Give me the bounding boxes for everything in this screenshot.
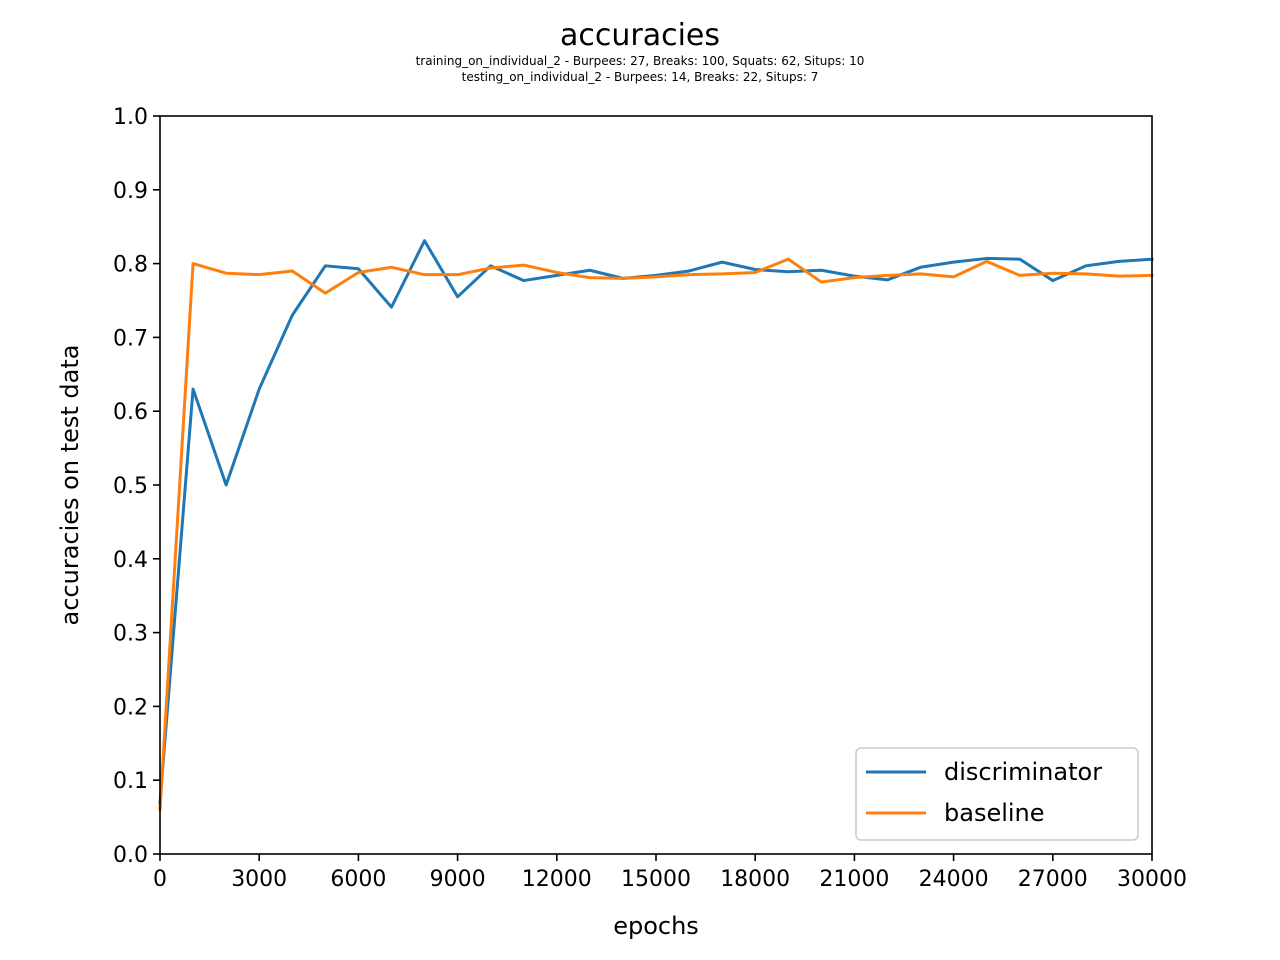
- chart-title: accuracies: [560, 18, 720, 53]
- y-tick-label: 1.0: [113, 105, 148, 130]
- y-tick-label: 0.8: [113, 253, 148, 278]
- x-tick-label: 3000: [231, 867, 287, 892]
- legend-label-baseline: baseline: [944, 799, 1045, 827]
- x-tick-label: 6000: [330, 867, 386, 892]
- x-axis-label: epochs: [613, 912, 699, 940]
- plot-area: 0 3000 6000 9000 12000 15000 18000 21000 24000 27…: [113, 105, 1187, 892]
- x-tick-label: 0: [153, 867, 167, 892]
- plot-background: [160, 116, 1152, 854]
- y-tick-label: 0.0: [113, 843, 148, 868]
- y-tick-label: 0.6: [113, 400, 148, 425]
- chart-subtitle-line-2: testing_on_individual_2 - Burpees: 14, B…: [462, 70, 819, 84]
- legend-label-discriminator: discriminator: [944, 758, 1102, 786]
- x-tick-label: 15000: [621, 867, 691, 892]
- x-tick-label: 24000: [919, 867, 989, 892]
- x-tick-label: 9000: [430, 867, 486, 892]
- series-line-baseline: [158, 257, 1154, 812]
- y-tick-label: 0.1: [113, 769, 148, 794]
- y-tick-label: 0.7: [113, 326, 148, 351]
- y-tick-label: 0.2: [113, 695, 148, 720]
- x-tick-label: 12000: [522, 867, 592, 892]
- x-tick-label: 21000: [819, 867, 889, 892]
- x-tick-label: 27000: [1018, 867, 1088, 892]
- y-tick-label: 0.5: [113, 474, 148, 499]
- y-tick-label: 0.3: [113, 622, 148, 647]
- x-tick-label: 18000: [720, 867, 790, 892]
- y-axis-label: accuracies on test data: [56, 345, 84, 626]
- x-tick-label: 30000: [1117, 867, 1187, 892]
- legend-box: [855, 747, 1139, 841]
- y-tick-label: 0.9: [113, 179, 148, 204]
- y-tick-label: 0.4: [113, 548, 148, 573]
- legend: discriminator baseline: [855, 747, 1139, 841]
- chart-subtitle-line-1: training_on_individual_2 - Burpees: 27, …: [416, 54, 865, 68]
